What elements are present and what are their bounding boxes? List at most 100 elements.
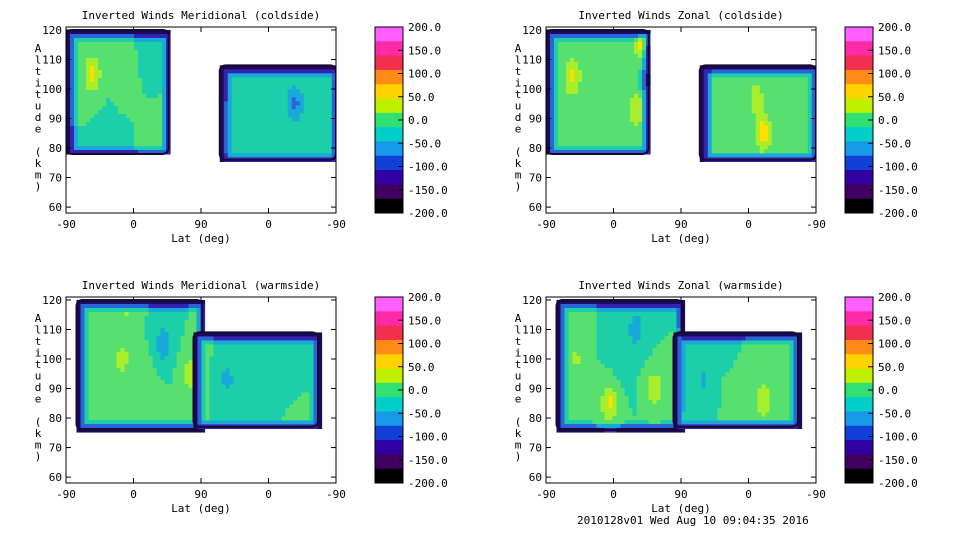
contour-cell (254, 408, 259, 413)
contour-cell (98, 62, 103, 67)
contour-cell (610, 74, 615, 79)
contour-cell (173, 404, 178, 409)
contour-cell (550, 50, 555, 55)
contour-cell (90, 62, 95, 67)
colorbar-swatch (845, 156, 873, 171)
contour-cell (198, 392, 203, 397)
contour-cell (744, 81, 749, 86)
contour-cell (133, 412, 138, 417)
contour-cell (736, 125, 741, 130)
contour-cell (85, 308, 90, 313)
contour-cell (756, 133, 761, 138)
contour-cell (286, 360, 291, 365)
contour-cell (752, 77, 757, 82)
contour-cell (202, 344, 207, 349)
contour-cell (618, 50, 623, 55)
contour-cell (185, 372, 190, 377)
contour-cell (141, 416, 146, 421)
contour-cell (622, 122, 627, 127)
contour-cell (622, 94, 627, 99)
contour-cell (142, 114, 147, 119)
contour-cell (732, 141, 737, 146)
contour-cell (756, 145, 761, 150)
contour-cell (238, 336, 243, 341)
contour-cell (157, 356, 162, 361)
contour-cell (94, 46, 99, 51)
contour-cell (728, 129, 733, 134)
contour-cell (594, 142, 599, 147)
contour-cell (162, 110, 167, 115)
contour-cell (145, 312, 150, 317)
contour-cell (804, 97, 809, 102)
y-axis-label-char: ) (515, 180, 522, 193)
contour-cell (254, 380, 259, 385)
contour-cell (800, 105, 805, 110)
contour-cell (274, 396, 279, 401)
contour-cell (290, 416, 295, 421)
contour-cell (578, 70, 583, 75)
contour-cell (173, 368, 178, 373)
contour-cell (610, 42, 615, 47)
contour-cell (570, 106, 575, 111)
contour-cell (130, 90, 135, 95)
contour-cell (89, 412, 94, 417)
contour-cell (165, 344, 170, 349)
contour-cell (98, 82, 103, 87)
contour-cell (97, 344, 102, 349)
contour-cell (622, 54, 627, 59)
contour-cell (185, 304, 190, 309)
contour-cell (634, 78, 639, 83)
contour-cell (716, 109, 721, 114)
contour-cell (756, 105, 761, 110)
contour-cell (234, 392, 239, 397)
contour-cell (760, 89, 765, 94)
contour-cell (712, 145, 717, 150)
colorbar-label: 100.0 (408, 68, 441, 81)
contour-cell (266, 380, 271, 385)
contour-cell (554, 130, 559, 135)
contour-cell (310, 372, 315, 377)
contour-cell (598, 114, 603, 119)
contour-cell (558, 46, 563, 51)
contour-cell (162, 78, 167, 83)
contour-cell (308, 101, 313, 106)
contour-cell (110, 122, 115, 127)
contour-cell (300, 85, 305, 90)
contour-cell (162, 126, 167, 131)
contour-cell (181, 384, 186, 389)
contour-cell (126, 142, 131, 147)
contour-cell (320, 117, 325, 122)
contour-cell (586, 130, 591, 135)
contour-cell (796, 125, 801, 130)
contour-cell (808, 113, 813, 118)
contour-cell (286, 372, 291, 377)
contour-cell (81, 340, 86, 345)
contour-cell (256, 141, 261, 146)
contour-cell (240, 93, 245, 98)
contour-cell (808, 133, 813, 138)
contour-cell (74, 142, 79, 147)
contour-cell (189, 316, 194, 321)
contour-cell (154, 102, 159, 107)
contour-cell (642, 126, 647, 131)
contour-cell (113, 420, 118, 425)
contour-cell (586, 46, 591, 51)
contour-cell (594, 122, 599, 127)
contour-cell (732, 105, 737, 110)
contour-cell (310, 364, 315, 369)
contour-cell (82, 106, 87, 111)
contour-cell (106, 70, 111, 75)
contour-cell (732, 85, 737, 90)
contour-cell (177, 404, 182, 409)
contour-cell (198, 372, 203, 377)
contour-cell (118, 62, 123, 67)
contour-cell (232, 133, 237, 138)
contour-cell (574, 138, 579, 143)
contour-cell (146, 58, 151, 63)
contour-cell (90, 46, 95, 51)
contour-cell (732, 125, 737, 130)
contour-cell (230, 376, 235, 381)
colorbar-swatch (375, 199, 403, 214)
contour-cell (328, 77, 333, 82)
